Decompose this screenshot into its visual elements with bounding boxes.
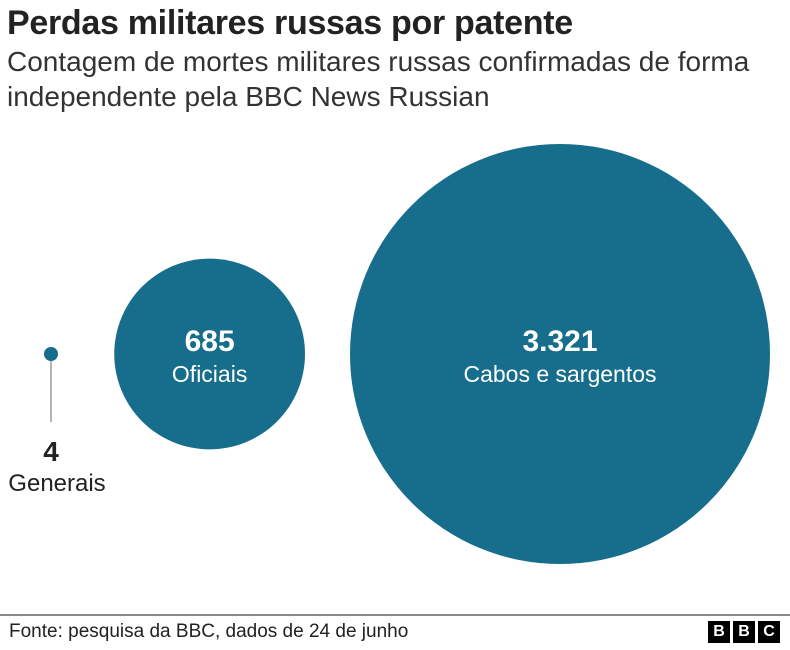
value-label-0: 4	[43, 436, 59, 467]
category-label-0: Generais	[8, 470, 105, 497]
bubbles-group: 4 Generais 685 Oficiais 3.321 Cabos e sargent…	[8, 144, 770, 564]
chart-title: Perdas militares russas por patente	[7, 4, 573, 42]
logo-letter-c: C	[758, 621, 780, 643]
category-label-2: Cabos e sargentos	[463, 361, 656, 387]
chart-subtitle: Contagem de mortes militares russas conf…	[7, 46, 750, 112]
footer-divider	[0, 614, 790, 616]
bubble-1	[114, 258, 306, 450]
category-label-1: Oficiais	[172, 361, 247, 387]
bubble-chart: 4 Generais 685 Oficiais 3.321 Cabos e sargent…	[8, 144, 770, 564]
value-label-1: 685	[185, 325, 235, 358]
bubble-2	[350, 144, 770, 564]
bbc-logo: B B C	[708, 621, 780, 643]
source-note: Fonte: pesquisa da BBC, dados de 24 de j…	[9, 621, 409, 642]
logo-letter-b1: B	[708, 621, 730, 643]
bubble-0	[44, 347, 58, 361]
value-label-2: 3.321	[522, 325, 597, 358]
logo-letter-b2: B	[733, 621, 755, 643]
